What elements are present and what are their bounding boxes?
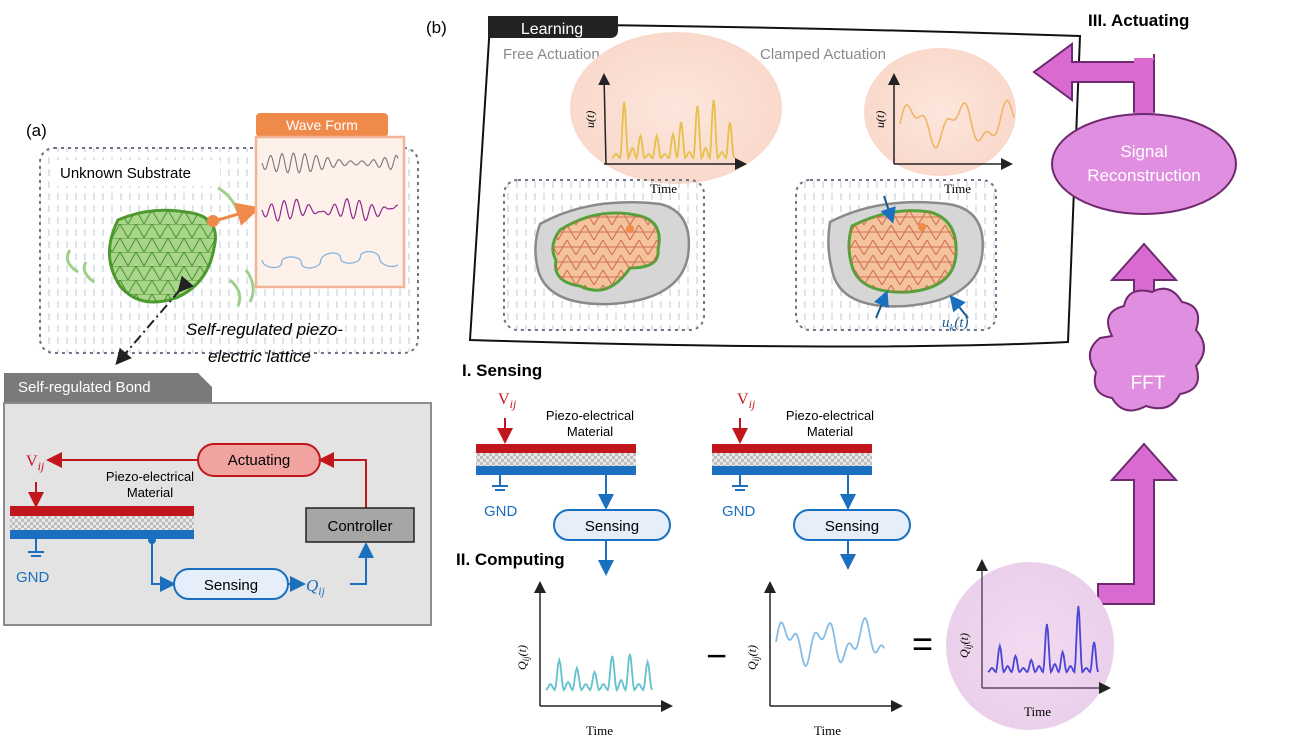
left-material-line2: Material — [567, 424, 613, 439]
clamped-u-axis-label: u(t) — [873, 111, 887, 128]
computing-plots: Qij(t) Time − Qij(t) Time = Qij(t) Time — [515, 559, 1114, 738]
bond-voltage-label: Vij — [26, 453, 45, 473]
bond-title: Self-regulated Bond — [18, 379, 151, 396]
right-voltage-label: Vij — [737, 391, 756, 411]
minus-sign: − — [706, 635, 727, 676]
substrate-label: Unknown Substrate — [60, 165, 191, 182]
bond-material-line2: Material — [127, 485, 173, 500]
signal-label-line2: Reconstruction — [1087, 166, 1200, 185]
controller-label: Controller — [327, 518, 392, 535]
lattice-to-bond-connector — [115, 275, 194, 366]
sensing-left: Vij Piezo-electrical Material GND Sensin… — [476, 391, 671, 576]
left-sensing-label: Sensing — [585, 518, 639, 535]
left-voltage-label: Vij — [498, 391, 517, 411]
free-actuation-label: Free Actuation — [503, 46, 600, 63]
panel-a-label: (a) — [26, 121, 47, 140]
bond-charge-label: Qij — [306, 576, 326, 598]
lattice-caption-line2: electric lattice — [208, 347, 311, 366]
waveform-title: Wave Form — [286, 117, 358, 133]
time-axis-left: Time — [586, 723, 613, 738]
controller-node — [305, 507, 415, 543]
learning-title: Learning — [521, 21, 583, 38]
panel-b-label: (b) — [426, 18, 447, 37]
q-axis-right: Qij(t) — [957, 633, 973, 658]
q-axis-left: Qij(t) — [515, 645, 531, 670]
fft-label: FFT — [1131, 373, 1166, 394]
lattice-caption-line1: Self-regulated piezo- — [186, 320, 343, 339]
left-gnd-label: GND — [484, 503, 518, 520]
left-material-line1: Piezo-electrical — [546, 408, 634, 423]
fft-node — [1089, 287, 1205, 412]
right-gnd-label: GND — [722, 503, 756, 520]
q-axis-mid: Qij(t) — [745, 645, 761, 670]
waveform-box: Wave Form — [254, 113, 406, 289]
bond-gnd-label: GND — [16, 569, 50, 586]
bond-piezo-layers — [10, 506, 194, 539]
bond-material-line1: Piezo-electrical — [106, 469, 194, 484]
learning-sheet: Learning Free Actuation Clamped Actuatio… — [468, 16, 1082, 348]
right-material-line2: Material — [807, 424, 853, 439]
signal-label-line1: Signal — [1120, 142, 1167, 161]
bond-sensing-label: Sensing — [204, 577, 258, 594]
time-axis-mid: Time — [814, 723, 841, 738]
actuating-pipeline: Signal Reconstruction FFT III. Actuating — [1032, 11, 1237, 605]
right-sensing-label: Sensing — [825, 518, 879, 535]
right-material-line1: Piezo-electrical — [786, 408, 874, 423]
sensing-right: Vij Piezo-electrical Material GND Sensin… — [712, 391, 911, 570]
self-regulated-bond: Self-regulated Bond Actuating Vij Piezo-… — [3, 373, 432, 626]
computing-title: II. Computing — [456, 550, 565, 569]
sensing-title: I. Sensing — [462, 361, 542, 380]
clamped-actuation-label: Clamped Actuation — [760, 46, 886, 63]
time-axis-right: Time — [1024, 704, 1051, 719]
uk-label: uk(t) — [942, 315, 969, 334]
free-u-axis-label: u(t) — [583, 111, 597, 128]
actuating-label: Actuating — [228, 452, 291, 469]
equals-sign: = — [912, 623, 933, 664]
actuating-title: III. Actuating — [1088, 11, 1189, 30]
signal-reconstruction-node — [1051, 113, 1237, 215]
